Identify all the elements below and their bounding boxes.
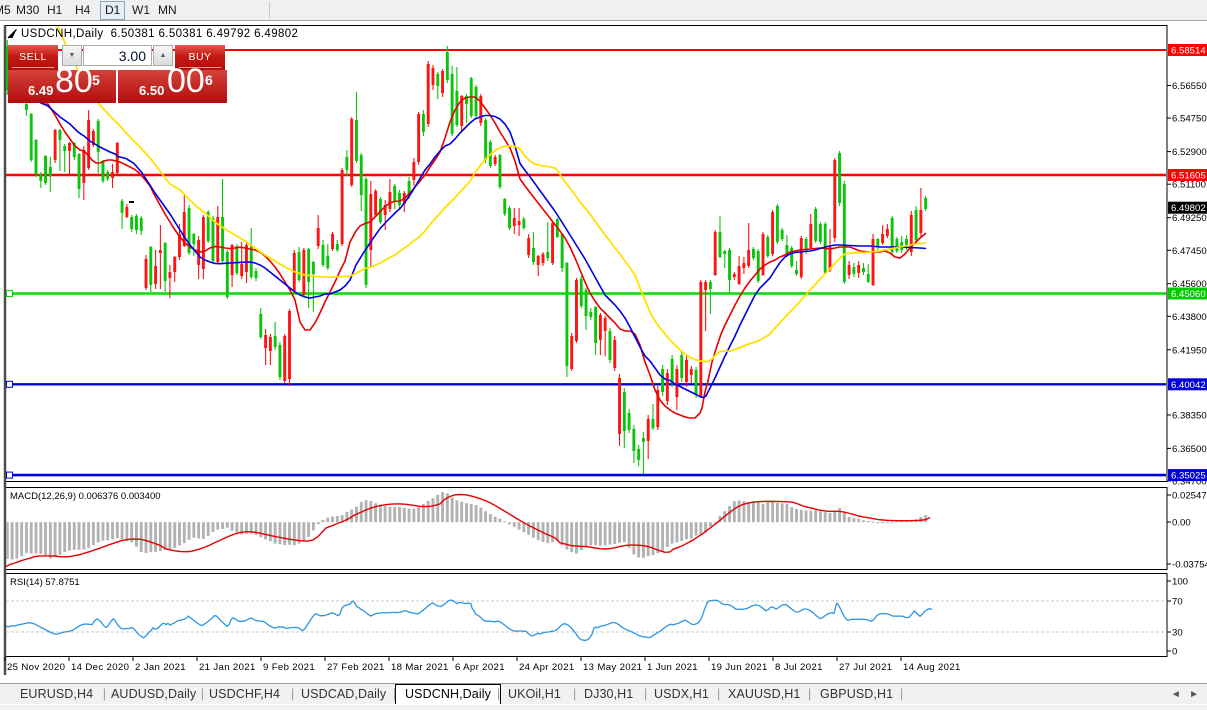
svg-text:6.35025: 6.35025 [1171, 471, 1206, 482]
svg-text:6.38350: 6.38350 [1172, 411, 1207, 422]
svg-text:30: 30 [1172, 628, 1183, 639]
svg-text:18 Mar 2021: 18 Mar 2021 [391, 662, 449, 673]
svg-text:6.41950: 6.41950 [1172, 345, 1207, 356]
svg-text:0: 0 [1172, 647, 1177, 658]
svg-text:14 Dec 2020: 14 Dec 2020 [71, 662, 129, 673]
svg-text:21 Jan 2021: 21 Jan 2021 [199, 662, 256, 673]
svg-text:MACD(12,26,9) 0.006376 0.00340: MACD(12,26,9) 0.006376 0.003400 [10, 491, 161, 502]
svg-text:100: 100 [1172, 577, 1188, 588]
svg-text:25 Nov 2020: 25 Nov 2020 [7, 662, 65, 673]
svg-text:8 Jul 2021: 8 Jul 2021 [775, 662, 823, 673]
svg-text:14 Aug 2021: 14 Aug 2021 [903, 662, 961, 673]
svg-text:2 Jan 2021: 2 Jan 2021 [135, 662, 186, 673]
svg-text:6.51605: 6.51605 [1171, 171, 1206, 182]
svg-text:9 Feb 2021: 9 Feb 2021 [263, 662, 315, 673]
svg-text:13 May 2021: 13 May 2021 [583, 662, 642, 673]
svg-text:6.56550: 6.56550 [1172, 81, 1207, 92]
svg-text:19 Jun 2021: 19 Jun 2021 [711, 662, 768, 673]
svg-text:6 Apr 2021: 6 Apr 2021 [455, 662, 505, 673]
svg-text:6.34700: 6.34700 [1172, 477, 1207, 488]
svg-text:27 Jul 2021: 27 Jul 2021 [839, 662, 892, 673]
svg-text:6.51100: 6.51100 [1172, 180, 1206, 191]
svg-text:24 Apr 2021: 24 Apr 2021 [519, 662, 575, 673]
svg-text:6.45060: 6.45060 [1171, 289, 1206, 300]
svg-text:0.00: 0.00 [1172, 518, 1191, 529]
svg-text:6.40042: 6.40042 [1171, 380, 1206, 391]
svg-text:6.54750: 6.54750 [1172, 114, 1207, 125]
svg-text:6.49250: 6.49250 [1172, 213, 1207, 224]
svg-text:6.43800: 6.43800 [1172, 312, 1207, 323]
svg-text:6.58514: 6.58514 [1171, 46, 1206, 57]
svg-text:0.025473: 0.025473 [1172, 491, 1207, 502]
svg-text:6.47450: 6.47450 [1172, 246, 1207, 257]
svg-text:6.36500: 6.36500 [1172, 444, 1207, 455]
svg-text:27 Feb 2021: 27 Feb 2021 [327, 662, 385, 673]
svg-text:70: 70 [1172, 597, 1183, 608]
svg-text:RSI(14) 57.8751: RSI(14) 57.8751 [10, 577, 80, 588]
svg-text:6.49802: 6.49802 [1171, 203, 1206, 214]
svg-text:-0.03754: -0.03754 [1172, 560, 1207, 571]
svg-text:1 Jun 2021: 1 Jun 2021 [647, 662, 698, 673]
svg-text:6.52900: 6.52900 [1172, 147, 1207, 158]
svg-text:6.45600: 6.45600 [1172, 279, 1207, 290]
